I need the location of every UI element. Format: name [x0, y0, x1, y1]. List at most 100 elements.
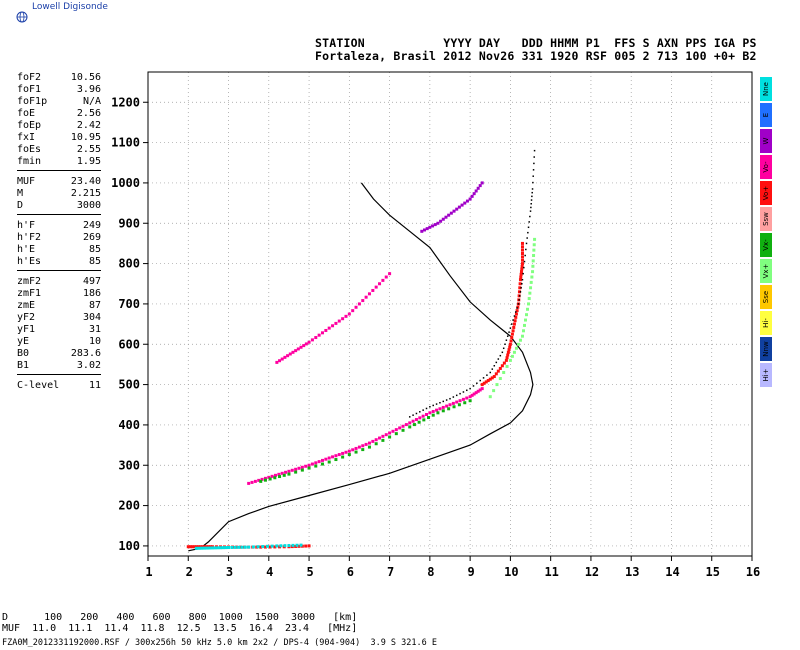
- echo-point: [240, 545, 244, 549]
- echo-point: [510, 323, 513, 325]
- parameter-value: 87: [88, 300, 101, 311]
- echo-point: [439, 401, 441, 404]
- echo-point: [441, 405, 445, 409]
- echo-point: [186, 545, 190, 549]
- echo-point: [270, 544, 274, 548]
- echo-point: [205, 546, 209, 550]
- legend-item: W: [760, 129, 772, 153]
- echo-point: [274, 473, 278, 477]
- echo-point: [515, 311, 517, 313]
- parameter-value: 2.215: [70, 188, 101, 199]
- legend-item: Hi+: [760, 363, 772, 387]
- parameter-value: 23.40: [70, 176, 101, 187]
- echo-point: [531, 259, 535, 263]
- echo-point: [253, 479, 257, 483]
- globe-icon: [16, 11, 28, 23]
- echo-point: [197, 546, 201, 550]
- echo-point: [250, 480, 254, 484]
- legend-item: Vx-: [760, 233, 772, 257]
- echo-point: [286, 354, 290, 358]
- x-tick-label: 13: [625, 565, 639, 579]
- echo-point: [520, 287, 522, 289]
- echo-point: [324, 457, 328, 461]
- echo-point: [452, 396, 455, 398]
- echo-point: [506, 335, 509, 337]
- legend-label: Hi-: [762, 318, 770, 328]
- echo-point: [357, 445, 361, 449]
- echo-point: [384, 275, 388, 279]
- echo-point: [391, 429, 395, 433]
- x-tick-label: 4: [266, 565, 273, 579]
- parameter-value: 249: [82, 220, 101, 231]
- echo-point: [224, 546, 228, 550]
- echo-point: [381, 434, 385, 438]
- parameter-value: 11: [88, 380, 101, 391]
- echo-point: [527, 297, 531, 301]
- echo-point: [458, 399, 462, 403]
- legend-label: E: [762, 112, 770, 118]
- parameter-name: zmF2: [17, 276, 42, 287]
- echo-point: [468, 395, 472, 399]
- echo-point: [522, 272, 524, 275]
- footer-file-info: FZA0M_2012331192000.RSF / 300x256h 50 kH…: [2, 638, 437, 648]
- echo-point: [449, 211, 453, 215]
- echo-point: [525, 248, 527, 251]
- echo-point: [532, 243, 536, 247]
- parameter-row: foF1 3.96: [17, 84, 101, 96]
- echo-point: [518, 282, 522, 286]
- echo-point: [261, 545, 265, 549]
- x-tick-label: 8: [427, 565, 434, 579]
- echo-point: [327, 456, 331, 460]
- parameter-value: 304: [82, 312, 101, 323]
- echo-point: [324, 328, 328, 332]
- echo-point: [492, 389, 496, 393]
- parameter-row: zmF2 497: [17, 276, 101, 288]
- legend-label: Vx+: [762, 263, 770, 279]
- echo-point: [334, 454, 338, 458]
- echo-point: [495, 383, 499, 387]
- echo-point: [257, 478, 261, 482]
- echo-point: [307, 463, 311, 467]
- parameter-row: D 3000: [17, 200, 101, 212]
- parameter-row: MUF 23.40: [17, 176, 101, 188]
- parameter-row: foF1p N/A: [17, 96, 101, 108]
- echo-point: [484, 380, 488, 384]
- echo-point: [398, 426, 402, 430]
- parameter-name: yF2: [17, 312, 36, 323]
- echo-point: [260, 477, 264, 481]
- echo-point: [394, 432, 398, 436]
- echo-point: [488, 377, 492, 381]
- x-tick-label: 6: [347, 565, 354, 579]
- echo-point: [486, 379, 490, 383]
- legend-label: Nnw: [762, 341, 770, 357]
- parameter-name: h'E: [17, 244, 36, 255]
- echo-point: [449, 397, 451, 400]
- echo-point: [300, 468, 304, 472]
- parameter-row: M 2.215: [17, 188, 101, 200]
- echo-point: [468, 399, 472, 403]
- echo-point: [422, 228, 426, 232]
- echo-point: [465, 396, 469, 400]
- echo-point: [287, 472, 291, 476]
- echo-point: [474, 189, 478, 193]
- lowell-logo: Lowell Digisonde: [8, 2, 128, 24]
- x-tick-label: 14: [665, 565, 679, 579]
- legend-item: Nne: [760, 77, 772, 101]
- y-tick-label: 700: [118, 297, 140, 311]
- parameter-row: yF2 304: [17, 312, 101, 324]
- plot-frame: [147, 71, 753, 557]
- echo-point: [486, 374, 488, 376]
- echo-point: [451, 401, 455, 405]
- echo-point: [513, 315, 516, 317]
- echo-point: [447, 213, 451, 217]
- echo-point: [279, 544, 283, 548]
- echo-point: [428, 411, 432, 415]
- echo-point: [412, 423, 416, 427]
- electron-density-profile: [188, 182, 534, 552]
- echo-point: [504, 358, 508, 362]
- parameter-name: foEs: [17, 144, 42, 155]
- echo-point: [412, 414, 414, 416]
- echo-point: [474, 391, 478, 395]
- echo-point: [194, 545, 198, 549]
- echo-point: [532, 254, 536, 258]
